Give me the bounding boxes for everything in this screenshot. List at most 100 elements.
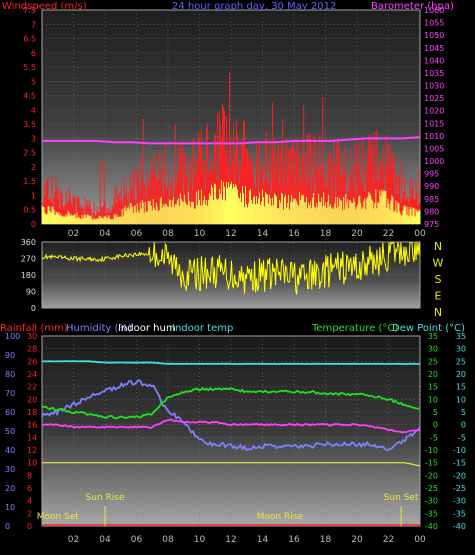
rain-y-tick: 4 (27, 497, 32, 506)
dew-y-tick: -15 (453, 459, 466, 468)
dew-y-tick: 25 (456, 357, 466, 366)
wind-y-tick: 1.5 (23, 177, 36, 186)
dir-y-tick: 180 (21, 271, 36, 280)
humidity-y-tick: 100 (5, 332, 20, 341)
wind-x-tick: 04 (99, 229, 111, 239)
wind-x-tick: 00 (414, 229, 426, 239)
rainfall-line (42, 462, 421, 467)
baro-y-tick: 1050 (424, 31, 444, 40)
dew-y-tick: 15 (456, 383, 466, 392)
baro-y-tick: 1025 (424, 94, 444, 103)
rain-y-tick: 28 (27, 345, 37, 354)
baro-y-tick: 975 (424, 220, 439, 229)
temperature-line (41, 386, 421, 420)
temp-y-tick: -5 (430, 433, 438, 442)
baro-y-tick: 1010 (424, 132, 444, 141)
dir-y-tick: 0 (31, 304, 36, 313)
rain-y-tick: 24 (27, 370, 37, 379)
compass-letter: S (435, 273, 442, 286)
wind-x-tick: 10 (194, 229, 206, 239)
temp-y-tick: -25 (425, 484, 438, 493)
temp-series-lines (41, 360, 421, 526)
wind-x-tick: 12 (225, 229, 236, 239)
event-label: Moon Set (37, 512, 80, 522)
indoor-temp-label: Indoor temp (172, 323, 233, 334)
event-label: Sun Set (384, 493, 419, 503)
rain-y-tick: 12 (27, 446, 37, 455)
rain-y-tick: 10 (27, 459, 37, 468)
temp-x-tick: 02 (68, 535, 79, 545)
wind-y-tick: 6.5 (23, 35, 36, 44)
wind-x-tick: 20 (351, 229, 363, 239)
compass-letter: W (433, 257, 444, 270)
dir-y-tick: 360 (21, 238, 36, 247)
rain-y-tick: 16 (27, 421, 37, 430)
temp-y-tick: 5 (433, 408, 438, 417)
rain-y-tick: 8 (27, 471, 32, 480)
indoor-temp-line (42, 360, 420, 365)
baro-y-axis-ticks: 975 980 985 990 995 1000 1005 1010 1015 1020 1025 1… (424, 6, 444, 229)
dew-y-tick: 5 (461, 408, 466, 417)
temperature-axis-label: Temperature (°C) (311, 323, 398, 334)
dew-y-tick: -20 (453, 471, 466, 480)
baro-y-tick: 1030 (424, 82, 444, 91)
temp-x-tick: 06 (131, 535, 143, 545)
rain-y-tick: 22 (27, 383, 37, 392)
compass-letter: N (434, 240, 442, 253)
rain-y-tick: 0 (27, 522, 32, 531)
wind-y-tick: 2.5 (23, 149, 36, 158)
wind-x-tick: 06 (131, 229, 143, 239)
temp-y-tick: 30 (428, 345, 438, 354)
wind-y-tick: 7.5 (23, 6, 36, 15)
temp-y-tick: -15 (425, 459, 438, 468)
wind-y-tick: 4.5 (23, 92, 36, 101)
rain-y-tick: 20 (27, 395, 37, 404)
humidity-y-tick: 20 (5, 484, 15, 493)
baro-y-tick: 1040 (424, 56, 444, 65)
rain-y-tick: 14 (27, 433, 37, 442)
temp-x-tick: 00 (414, 535, 426, 545)
humidity-y-tick: 0 (5, 522, 10, 531)
wind-y-axis-ticks: 0 0.5 1 1.5 2 2.5 3 3.5 4 4.5 5 5.5 6 6.5 7 7.5 (23, 6, 36, 229)
rain-y-tick: 26 (27, 357, 37, 366)
graph-title: 24 hour graph day, 30 May 2012 (172, 1, 336, 12)
temp-x-tick: 10 (194, 535, 206, 545)
baro-y-tick: 990 (424, 182, 439, 191)
temp-y-tick: -35 (425, 509, 438, 518)
temp-x-tick: 16 (288, 535, 300, 545)
rain-y-tick: 30 (27, 332, 37, 341)
temp-x-tick: 08 (162, 535, 174, 545)
event-label: Moon Rise (257, 512, 304, 522)
wind-y-tick: 6 (31, 49, 36, 58)
dir-y-tick: 90 (26, 288, 36, 297)
baro-y-tick: 985 (424, 195, 439, 204)
baro-y-tick: 980 (424, 207, 439, 216)
wind-bars (41, 71, 421, 224)
temp-y-axis-ticks: 0102030405060708090100024681012141618202… (5, 332, 466, 531)
humidity-line (41, 379, 421, 452)
temp-x-tick: 20 (351, 535, 363, 545)
baro-y-tick: 1020 (424, 107, 444, 116)
wind-y-tick: 4 (31, 106, 36, 115)
humidity-y-tick: 10 (5, 503, 15, 512)
temp-y-tick: -20 (425, 471, 438, 480)
baro-y-tick: 1045 (424, 44, 444, 53)
wind-y-tick: 0 (31, 220, 36, 229)
temp-y-tick: -30 (425, 497, 438, 506)
dir-y-tick: 270 (21, 255, 36, 264)
temp-y-tick: 10 (428, 395, 438, 404)
compass-letter: N (434, 306, 442, 319)
dew-y-tick: 30 (456, 345, 466, 354)
wind-y-tick: 7 (31, 20, 36, 29)
humidity-axis-label: Humidity (%) (66, 323, 132, 334)
wind-y-tick: 3 (31, 134, 36, 143)
wind-x-axis-ticks: 02 04 06 08 10 12 14 16 18 20 22 00 (68, 229, 426, 239)
sun-moon-events: Sun Rise Sun Set Moon Set Moon Rise (37, 493, 419, 526)
dew-y-tick: -25 (453, 484, 466, 493)
humidity-y-tick: 60 (5, 408, 15, 417)
barometer-axis-label: Barometer (hpa) (371, 1, 454, 12)
dew-point-axis-label: Dew Point (°C) (392, 323, 465, 334)
